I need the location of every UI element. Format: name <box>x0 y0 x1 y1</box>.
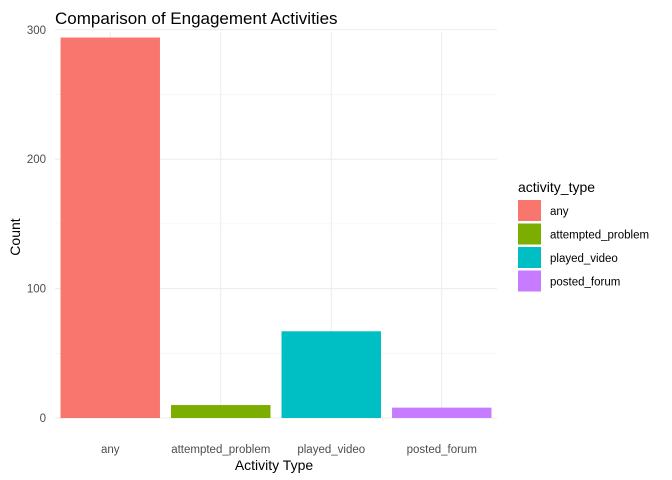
y-tick-labels: 0 100 200 300 <box>27 25 46 425</box>
legend-swatch-any <box>518 200 541 221</box>
legend-label: any <box>550 206 569 218</box>
y-tick-label: 200 <box>27 154 46 166</box>
legend: activity_type any attempted_problemplayed… <box>518 179 649 292</box>
legend-swatch-attempted_problem <box>518 223 541 245</box>
legend-items: any attempted_problem played_video posted_f… <box>518 200 649 292</box>
bar-attempted_problem <box>171 405 271 418</box>
x-axis-label: Activity Type <box>235 457 314 473</box>
bars <box>60 37 492 418</box>
y-tick-label: 300 <box>27 25 46 37</box>
legend-label: played_video <box>550 253 618 265</box>
x-tick-label: played_video <box>297 444 365 456</box>
bar-any <box>60 37 160 418</box>
legend-swatch-played_video <box>518 247 541 268</box>
x-tick-labels: any attempted_problem played_video posted_f… <box>101 444 477 456</box>
y-tick-label: 0 <box>40 413 46 425</box>
y-axis-label: Count <box>7 218 23 255</box>
legend-label: attempted_problem <box>550 230 649 242</box>
legend-label: posted_forum <box>550 277 620 289</box>
y-tick-label: 100 <box>27 284 46 296</box>
legend-title: activity_type <box>518 179 595 195</box>
legend-swatch-posted_forum <box>518 270 541 292</box>
x-tick-label: attempted_problem <box>171 444 270 456</box>
chart-title: Comparison of Engagement Activities <box>55 9 338 28</box>
bar-played_video <box>281 331 381 418</box>
bar-posted_forum <box>392 407 492 418</box>
x-tick-label: any <box>101 444 120 456</box>
x-tick-label: posted_forum <box>407 444 477 456</box>
